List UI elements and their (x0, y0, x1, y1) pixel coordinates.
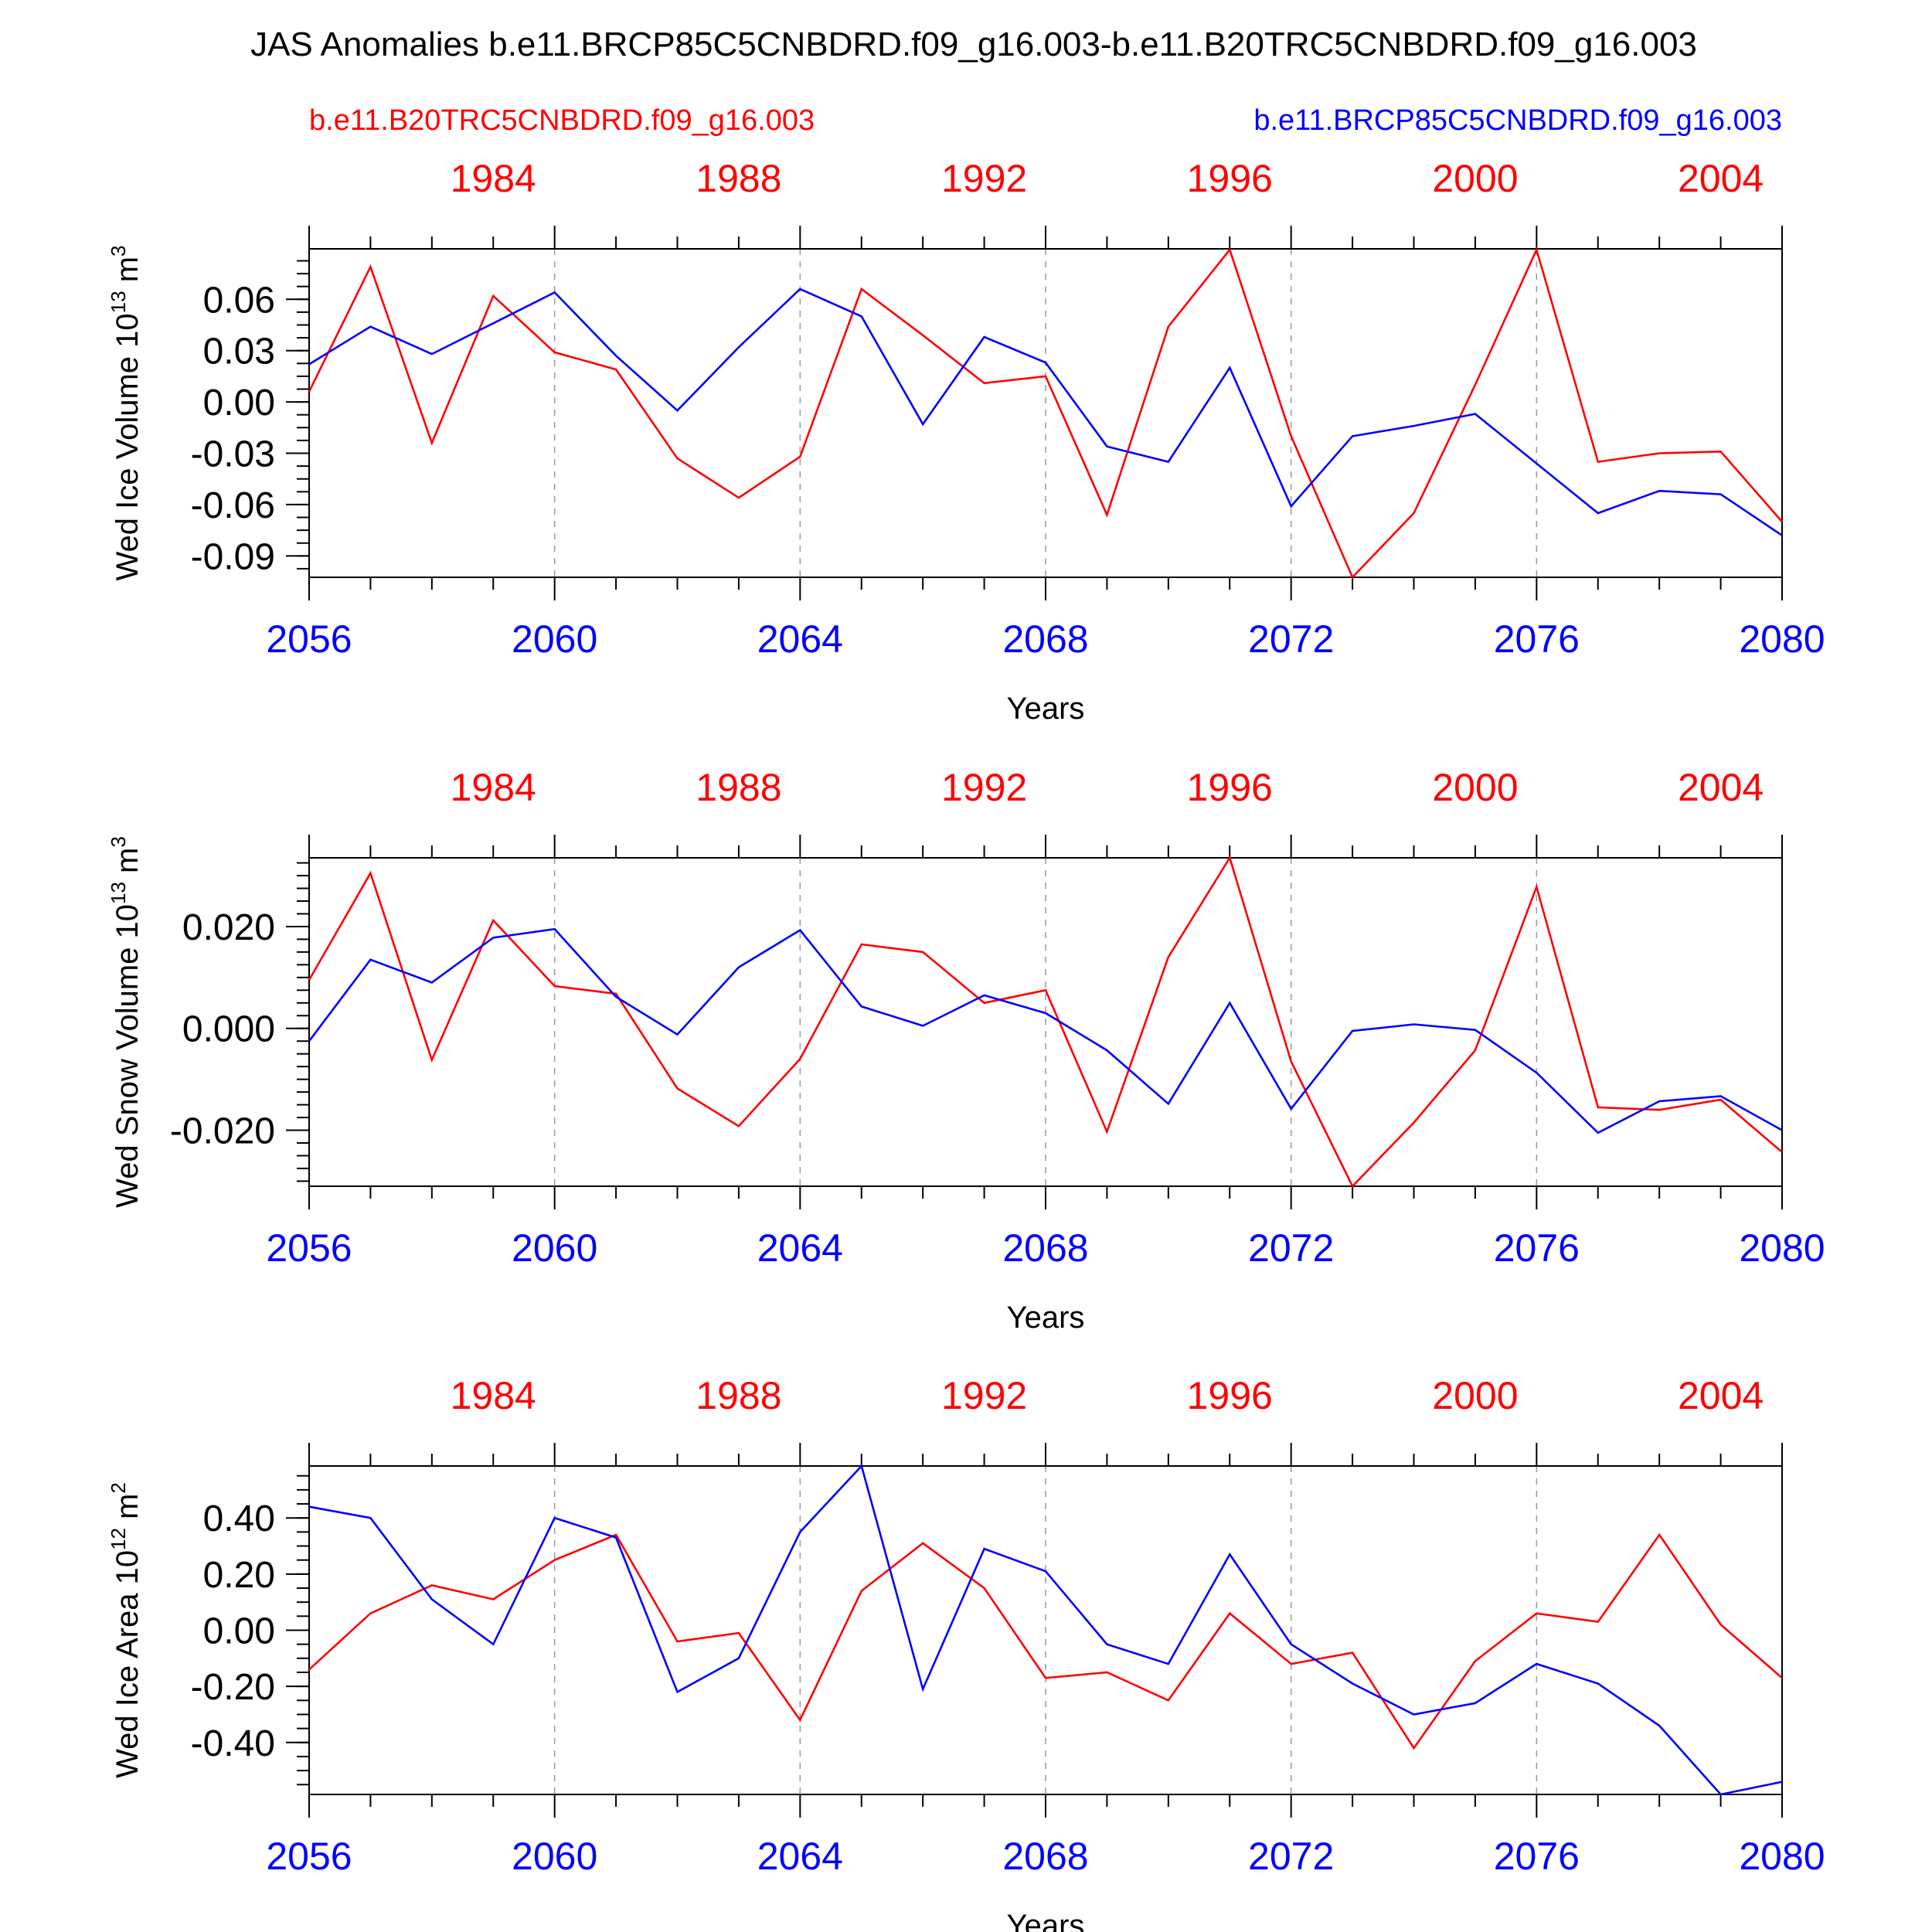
x-tick-label: 2076 (1494, 617, 1580, 661)
series-line-blue (308, 1464, 1783, 1796)
x-tick-label: 2056 (266, 1226, 352, 1270)
x-tick-label: 2056 (266, 617, 352, 661)
x-tick-label: 2064 (757, 617, 843, 661)
x-top-tick-label: 2004 (1678, 766, 1764, 809)
y-axis-label: Wed Ice Area 1012 m2 (107, 1482, 145, 1778)
y-tick-label: -0.40 (191, 1723, 275, 1764)
x-axis-label: Years (1007, 1301, 1085, 1335)
x-axis-label: Years (1007, 1909, 1085, 1932)
x-tick-label: 2072 (1248, 1226, 1334, 1270)
x-tick-label: 2080 (1739, 1226, 1825, 1270)
y-tick-label: 0.03 (203, 332, 275, 372)
x-top-tick-label: 2004 (1678, 157, 1764, 200)
x-top-tick-label: 1992 (941, 1374, 1027, 1417)
y-tick-label: 0.00 (203, 1611, 275, 1652)
x-tick-label: 2080 (1739, 1835, 1825, 1878)
x-top-tick-label: 2000 (1432, 1374, 1518, 1417)
x-tick-label: 2060 (512, 617, 597, 661)
y-tick-label: 0.06 (203, 280, 275, 321)
x-top-tick-label: 1992 (941, 157, 1027, 200)
y-tick-label: 0.000 (182, 1009, 275, 1050)
x-tick-label: 2072 (1248, 1835, 1334, 1878)
y-tick-label: -0.020 (170, 1111, 275, 1152)
chart-panel-3: 2056 2060 2064 2068 2072 2076 2080 1984 1988 1992… (107, 1374, 1825, 1932)
x-axis-label: Years (1007, 692, 1085, 726)
x-tick-label: 2060 (512, 1835, 597, 1878)
x-top-tick-label: 1984 (451, 1374, 536, 1417)
x-top-tick-label: 1996 (1187, 157, 1273, 200)
x-tick-label: 2068 (1002, 617, 1088, 661)
legend-label-rcp85: b.e11.BRCP85C5CNBDRD.f09_g16.003 (1253, 104, 1782, 137)
series-line-blue (308, 287, 1783, 536)
x-top-tick-label: 1992 (941, 766, 1027, 809)
series-line-blue (308, 927, 1783, 1134)
y-tick-label: -0.03 (191, 434, 275, 475)
x-tick-label: 2076 (1494, 1226, 1580, 1270)
x-tick-label: 2064 (757, 1226, 843, 1270)
y-tick-label: -0.09 (191, 536, 275, 577)
chart-panel-2: 2056 2060 2064 2068 2072 2076 2080 1984 1988 1992… (107, 766, 1825, 1335)
x-top-tick-label: 1996 (1187, 766, 1273, 809)
x-top-tick-label: 1988 (696, 1374, 781, 1417)
x-top-tick-label: 2000 (1432, 157, 1518, 200)
x-tick-label: 2068 (1002, 1835, 1088, 1878)
x-top-tick-label: 1984 (451, 766, 536, 809)
x-top-tick-label: 1988 (696, 157, 781, 200)
y-tick-label: 0.00 (203, 383, 275, 423)
x-tick-label: 2060 (512, 1226, 597, 1270)
y-tick-label: -0.06 (191, 485, 275, 526)
x-tick-label: 2076 (1494, 1835, 1580, 1878)
x-tick-label: 2072 (1248, 617, 1334, 661)
y-axis-label: Wed Snow Volume 1013 m3 (107, 836, 145, 1208)
x-tick-label: 2056 (266, 1835, 352, 1878)
y-tick-label: -0.20 (191, 1667, 275, 1708)
x-top-tick-label: 1996 (1187, 1374, 1273, 1417)
y-axis-label: Wed Ice Volume 1013 m3 (107, 246, 145, 581)
x-tick-label: 2068 (1002, 1226, 1088, 1270)
x-tick-label: 2064 (757, 1835, 843, 1878)
x-tick-label: 2080 (1739, 617, 1825, 661)
series-line-red (308, 247, 1783, 580)
series-line-red (308, 855, 1783, 1189)
figure-title: JAS Anomalies b.e11.BRCP85C5CNBDRD.f09_g… (250, 26, 1697, 63)
x-top-tick-label: 2004 (1678, 1374, 1764, 1417)
legend-label-historical: b.e11.B20TRC5CNBDRD.f09_g16.003 (309, 104, 815, 137)
chart-panel-1: 2056 2060 2064 2068 2072 2076 2080 1984 1988 1992… (107, 157, 1825, 726)
x-top-tick-label: 2000 (1432, 766, 1518, 809)
y-tick-label: 0.40 (203, 1498, 275, 1539)
x-top-tick-label: 1984 (451, 157, 536, 200)
y-tick-label: 0.020 (182, 907, 275, 948)
y-tick-label: 0.20 (203, 1555, 275, 1596)
x-top-tick-label: 1988 (696, 766, 781, 809)
series-line-red (308, 1532, 1783, 1750)
